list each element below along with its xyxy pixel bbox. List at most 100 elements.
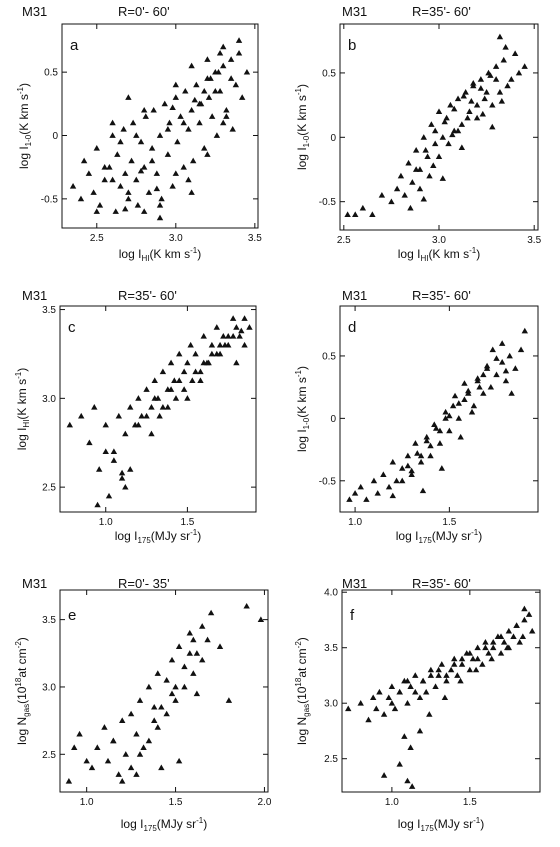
data-point (135, 395, 142, 401)
data-point (357, 700, 364, 706)
data-point (127, 404, 134, 410)
y-axis-label: log I1-0(K km s-1) (294, 366, 311, 452)
data-point (109, 119, 116, 126)
panel-b: M31 R=35'- 60' b 2.5 3.0 3.5 0.5 0 -0.5 log IHI(K… (294, 4, 542, 263)
data-point (428, 121, 435, 127)
data-point (407, 204, 414, 211)
data-point (112, 208, 119, 214)
x-tick-label: 1.0 (385, 797, 399, 808)
x-tick-label: 2.5 (90, 233, 104, 244)
y-tick-label: 3.0 (42, 682, 56, 693)
data-point (213, 350, 220, 357)
data-point (431, 140, 439, 147)
data-point (180, 386, 188, 392)
data-point (133, 176, 140, 183)
data-point (474, 644, 481, 651)
data-point (117, 138, 124, 145)
data-point (435, 108, 443, 114)
data-point (167, 386, 175, 392)
data-point (174, 138, 181, 145)
data-point (106, 163, 113, 170)
data-point (243, 68, 251, 75)
galaxy-name: M31 (22, 576, 47, 591)
data-point (521, 327, 528, 334)
data-point (460, 92, 467, 99)
data-point (461, 380, 468, 386)
x-axis-label: log IHI(K km s-1) (398, 246, 480, 263)
data-point (508, 390, 515, 396)
data-point (351, 490, 359, 496)
data-point (246, 324, 253, 330)
data-point (216, 341, 224, 348)
x-tick-label: 2.0 (257, 797, 271, 808)
data-point (85, 170, 93, 176)
data-point (186, 629, 193, 636)
data-point (164, 151, 172, 157)
data-point (344, 211, 351, 217)
data-point (506, 352, 513, 359)
x-tick-label: 1.5 (442, 517, 456, 528)
data-point (422, 146, 429, 153)
data-point (153, 170, 161, 176)
y-tick-label: 0.5 (322, 351, 336, 362)
data-point (498, 358, 506, 365)
data-point (479, 661, 486, 667)
data-point (94, 501, 101, 508)
data-point (464, 114, 471, 121)
data-point (159, 404, 167, 410)
data-point (122, 205, 129, 212)
data-point (125, 195, 132, 202)
data-point (117, 182, 124, 189)
data-point (208, 113, 216, 119)
data-point (110, 457, 118, 463)
data-point (137, 138, 145, 145)
data-point (369, 211, 376, 217)
plot-frame (341, 589, 541, 793)
data-point (172, 697, 179, 703)
data-point (168, 690, 176, 697)
data-point (401, 733, 408, 739)
x-tick-label: 3.5 (527, 235, 541, 246)
x-tick-label: 1.0 (80, 797, 94, 808)
data-point (176, 377, 183, 383)
panel-letter: d (348, 319, 356, 336)
data-point (436, 427, 444, 434)
data-point (140, 106, 148, 113)
data-point (181, 663, 188, 670)
data-point (243, 602, 250, 609)
data-point (238, 94, 246, 100)
data-point (445, 140, 452, 147)
data-point (225, 697, 233, 703)
data-point (229, 125, 236, 132)
data-point (458, 144, 466, 150)
data-point (451, 655, 458, 662)
data-point (118, 469, 126, 476)
data-point (191, 96, 198, 103)
data-point (515, 69, 523, 76)
data-point (142, 113, 149, 119)
data-point (168, 656, 176, 663)
data-point (521, 63, 528, 69)
y-tick-label: 0 (330, 414, 336, 425)
data-point (438, 661, 445, 667)
data-point (435, 666, 442, 673)
data-point (427, 452, 434, 459)
data-point (175, 757, 183, 764)
data-point (145, 737, 153, 744)
radius-range: R=0'- 60' (118, 4, 170, 19)
data-point (439, 134, 447, 140)
data-point (109, 176, 116, 183)
data-point (508, 76, 515, 82)
data-point (143, 386, 150, 392)
data-point (66, 421, 73, 428)
data-point (189, 377, 196, 383)
data-point (163, 710, 170, 717)
data-point (457, 677, 464, 684)
data-point (469, 655, 477, 662)
data-point (431, 421, 438, 428)
data-point (419, 487, 427, 494)
data-point (416, 727, 424, 734)
data-point (442, 408, 449, 415)
data-point (513, 622, 520, 628)
plot-frame (339, 23, 539, 231)
